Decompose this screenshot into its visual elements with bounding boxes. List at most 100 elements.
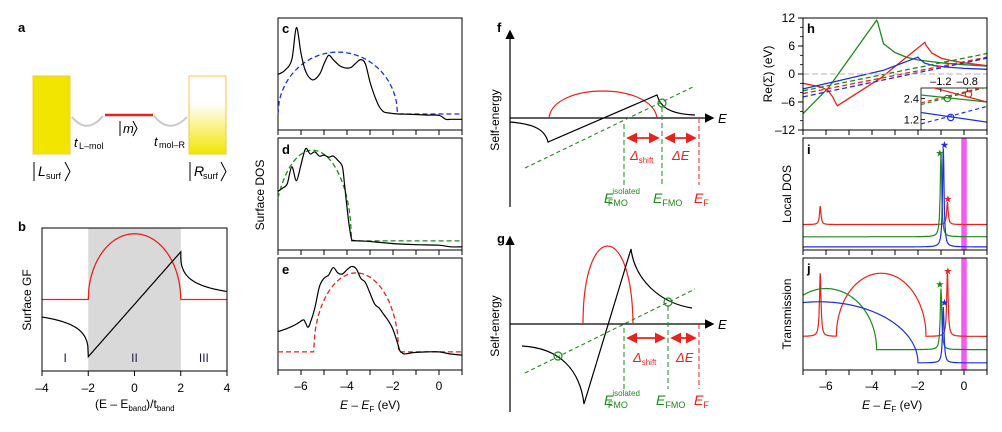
ylabel-i: Local DOS [780,165,794,223]
e-xtick-label: 0 [436,379,443,393]
panel-label-g: g [497,231,505,246]
inset-frame-h [920,87,988,131]
fermi-highlight-band-i [961,138,967,250]
e-xtick-label: –2 [386,379,400,393]
delta-shift-sub-f: shift [639,156,654,165]
xlabel-e-sub: F [369,405,374,414]
panel-d: d Surface DOS [253,137,463,255]
panel-j: j –6 –4 –2 0 Transmission E – EF (eV) [780,257,988,414]
axes-frame-c [277,17,463,131]
e-f-label-g: EF [694,392,709,410]
h-ytick-label: 6 [788,39,795,53]
i-green-curve [803,153,987,238]
e-fmo-label-g: EFMO [656,392,685,410]
inset-red-marker [964,90,973,98]
j-blue-curve [803,301,987,364]
xlabel-e-main: E – E [340,398,370,412]
ket-bracket-right [220,161,227,182]
i-red-star-marker [944,195,952,203]
xlabel-j-sub: F [891,405,896,414]
dft-dos-curve-d [277,147,463,248]
e-fmo-isolated-label-f: Eisolated FMO [604,187,640,208]
e-fmo-iso-sub-f: FMO [608,198,628,208]
e-fmo-sub-g: FMO [665,400,685,410]
xlabel-b-sub2: band [157,404,175,413]
hop-right-sub: mol–R [159,140,186,150]
xlabel-e-unit: (eV) [374,398,400,412]
ylabel-h: Re(Σ) (eV) [761,46,775,103]
xlabel-b-sub1: band [128,404,146,413]
xlabel-g: E [718,317,727,332]
j-red-star-marker [944,267,952,275]
right-electrode-block [188,75,227,155]
e-fmo-main-g: E [656,392,666,408]
right-state-label: R [194,163,204,179]
axes-frame-d [277,137,463,251]
b-xtick-label: 4 [224,381,231,395]
e-fmo-label-f: EFMO [653,190,682,208]
panel-label-i: i [807,142,811,157]
panel-f: f E Self-energy Δshift ΔE Eisolated FMO E… [488,20,727,208]
inset-blue-marker [946,113,955,122]
re-self-energy-curve-f [509,94,696,143]
inset-xtick-label: –1.2 [930,76,951,88]
delta-e-label-g: ΔE [675,350,694,365]
xlabel-b-main: (E – E [95,397,128,411]
panel-h: –1.2 –0.8 2.4 1.2 h 12 6 0 –6 –12 Re(Σ) (eV) [761,11,988,137]
inset-green-dashed-line [921,88,986,106]
e-f-sub-g: F [703,400,709,410]
panel-c: c [277,17,463,135]
left-hopping-arc [71,115,104,127]
inset-red-solid-line [931,88,987,103]
axes-frame-e [277,257,463,371]
hop-left-label: t [74,135,79,150]
e-f-sub-f: F [703,198,709,208]
re-self-energy-curve-g [521,248,693,405]
h-ytick-label: 0 [788,67,795,81]
i-red-curve [803,201,987,226]
panel-label-b: b [18,219,26,234]
b-xtick-label: –4 [35,381,49,395]
h-green-solid-line [803,19,987,115]
xlabel-f: E [718,111,727,126]
h-red-dashed-line [803,56,987,95]
j-xtick-label: –2 [911,379,925,393]
model-dos-curve-e [278,272,462,353]
hop-left-sub: L–mol [79,141,104,151]
dft-dos-curve-c [277,26,462,121]
panel-g: g E Self-energy Δshift ΔE Eisolated FMO E… [488,231,727,412]
ylabel-g: Self-energy [488,295,502,356]
panel-i: i Local DOS [780,137,988,255]
delta-shift-sub-g: shift [642,358,657,367]
panel-label-f: f [497,20,502,35]
e-xtick-label: –6 [294,379,308,393]
green-dashed-line-f [524,85,696,169]
im-self-energy-curve-g [582,245,634,325]
xlabel-j-main: E – E [862,398,892,412]
panel-label-h: h [807,21,815,36]
h-ytick-label: –12 [775,123,795,137]
ylabel-f: Self-energy [488,89,502,150]
panel-a: a m t L–mol t mol–R L surf R surf [18,20,227,182]
ylabel-j: Transmission [780,279,794,350]
h-blue-dashed-line [803,57,987,98]
e-fmo-iso-sub-g: FMO [608,400,628,410]
j-red-curve [803,272,987,337]
h-green-dashed-line [803,52,987,92]
b-xtick-label: –2 [82,381,96,395]
e-fmo-sub-f: FMO [662,198,682,208]
e-xtick-label: –4 [340,379,354,393]
left-state-label: L [38,163,46,179]
solution-marker-g-left [553,351,563,361]
right-state-sub: surf [203,171,219,181]
fermi-highlight-band-j [961,258,967,370]
region-label: I [63,351,66,365]
h-ytick-label: –6 [782,95,796,109]
region-label: II [131,351,138,365]
delta-shift-main-f: Δ [629,148,639,163]
re-gf-curve [41,250,227,359]
j-blue-star-marker [940,298,949,306]
ket-bracket-left [64,161,71,182]
ket-bracket [132,120,138,137]
